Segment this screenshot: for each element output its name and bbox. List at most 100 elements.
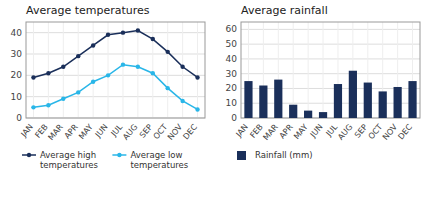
x-tick-label: JUN — [308, 122, 325, 139]
marker — [61, 65, 65, 69]
marker — [136, 65, 140, 69]
marker — [91, 80, 95, 84]
grid-line-x — [152, 22, 153, 118]
y-tick-label: 40 — [11, 28, 23, 38]
marker — [151, 71, 155, 75]
marker — [31, 105, 35, 109]
marker — [46, 103, 50, 107]
marker — [76, 90, 80, 94]
grid-line-x — [33, 22, 34, 118]
marker — [121, 30, 125, 34]
x-tick-label: SEP — [138, 122, 155, 139]
marker — [195, 107, 199, 111]
grid-line-y — [241, 73, 420, 74]
grid-line-y — [241, 44, 420, 45]
x-tick-label: MAY — [77, 122, 95, 141]
title: Average rainfall — [241, 4, 328, 17]
x-tick-label: AUG — [121, 123, 139, 142]
x-tick-label: NOV — [381, 122, 400, 142]
marker — [76, 54, 80, 58]
x-tick-label: NOV — [166, 122, 185, 142]
chart-root: Average temperatures010203040JANFEBMARAP… — [0, 0, 430, 200]
bar — [349, 71, 357, 118]
chart-svg: Average temperatures010203040JANFEBMARAP… — [0, 0, 430, 200]
grid-line-y — [241, 29, 420, 30]
marker — [121, 62, 125, 66]
marker — [106, 33, 110, 37]
bar — [304, 111, 312, 118]
x-tick-label: MAR — [46, 122, 65, 142]
grid-line-x — [293, 22, 294, 118]
y-tick-label: 0 — [16, 113, 22, 123]
panel: Average temperatures010203040JANFEBMARAP… — [11, 4, 205, 170]
marker — [91, 43, 95, 47]
bar — [244, 81, 252, 118]
bar — [274, 80, 282, 118]
x-tick-label: MAY — [292, 122, 310, 141]
data-group — [244, 71, 416, 118]
x-tick-label: OCT — [367, 122, 385, 141]
title: Average temperatures — [26, 4, 150, 17]
grid-line-x — [197, 22, 198, 118]
x-tick-label: DEC — [181, 122, 199, 141]
bar — [408, 81, 416, 118]
legend-label: Average hightemperatures — [40, 150, 98, 170]
grid-line-x — [63, 22, 64, 118]
marker — [166, 86, 170, 90]
bar — [319, 112, 327, 118]
marker — [180, 99, 184, 103]
grid-line-y — [26, 54, 205, 55]
legend-swatch — [237, 151, 246, 160]
x-tick-label: SEP — [353, 122, 370, 139]
marker — [195, 75, 199, 79]
plot-frame — [26, 22, 205, 118]
x-tick-label: DEC — [396, 122, 414, 141]
plot-frame — [241, 22, 420, 118]
legend-item: Average lowtemperatures — [112, 150, 188, 170]
bar — [289, 105, 297, 118]
legend-label: Rainfall (mm) — [255, 150, 313, 160]
x-tick-label: JAN — [234, 122, 250, 139]
grid-line-y — [241, 103, 420, 104]
y-tick-label: 10 — [226, 98, 238, 108]
legend-marker — [27, 153, 31, 157]
y-tick-label: 60 — [226, 24, 238, 34]
grid-line-x — [308, 22, 309, 118]
grid-line-x — [137, 22, 138, 118]
marker — [31, 75, 35, 79]
y-tick-label: 20 — [226, 83, 238, 93]
marker — [136, 28, 140, 32]
y-tick-label: 30 — [226, 69, 238, 79]
x-tick-label: MAR — [261, 122, 280, 142]
legend-item: Rainfall (mm) — [237, 150, 313, 160]
y-tick-label: 20 — [11, 70, 23, 80]
bar — [364, 83, 372, 118]
grid-line-x — [323, 22, 324, 118]
legend-marker — [117, 153, 121, 157]
grid-line-x — [78, 22, 79, 118]
grid-line-x — [182, 22, 183, 118]
grid-line-x — [122, 22, 123, 118]
x-tick-label: JUN — [93, 122, 110, 139]
bar — [259, 86, 267, 118]
x-tick-label: JAN — [19, 122, 35, 139]
y-tick-label: 10 — [11, 92, 23, 102]
y-tick-label: 0 — [231, 113, 237, 123]
bar — [394, 87, 402, 118]
grid-line-x — [93, 22, 94, 118]
panel: Average rainfall0102030405060JANFEBMARAP… — [226, 4, 420, 160]
line — [33, 65, 197, 110]
x-tick-label: APR — [278, 122, 295, 140]
marker — [61, 97, 65, 101]
x-tick-label: OCT — [152, 122, 170, 141]
marker — [106, 73, 110, 77]
grid-line-y — [241, 58, 420, 59]
bar — [379, 91, 387, 118]
marker — [151, 37, 155, 41]
x-tick-label: AUG — [336, 123, 354, 142]
legend-label: Average lowtemperatures — [130, 150, 188, 170]
marker — [180, 65, 184, 69]
grid-line-x — [167, 22, 168, 118]
legend-item: Average hightemperatures — [22, 150, 98, 170]
y-tick-label: 50 — [226, 39, 238, 49]
